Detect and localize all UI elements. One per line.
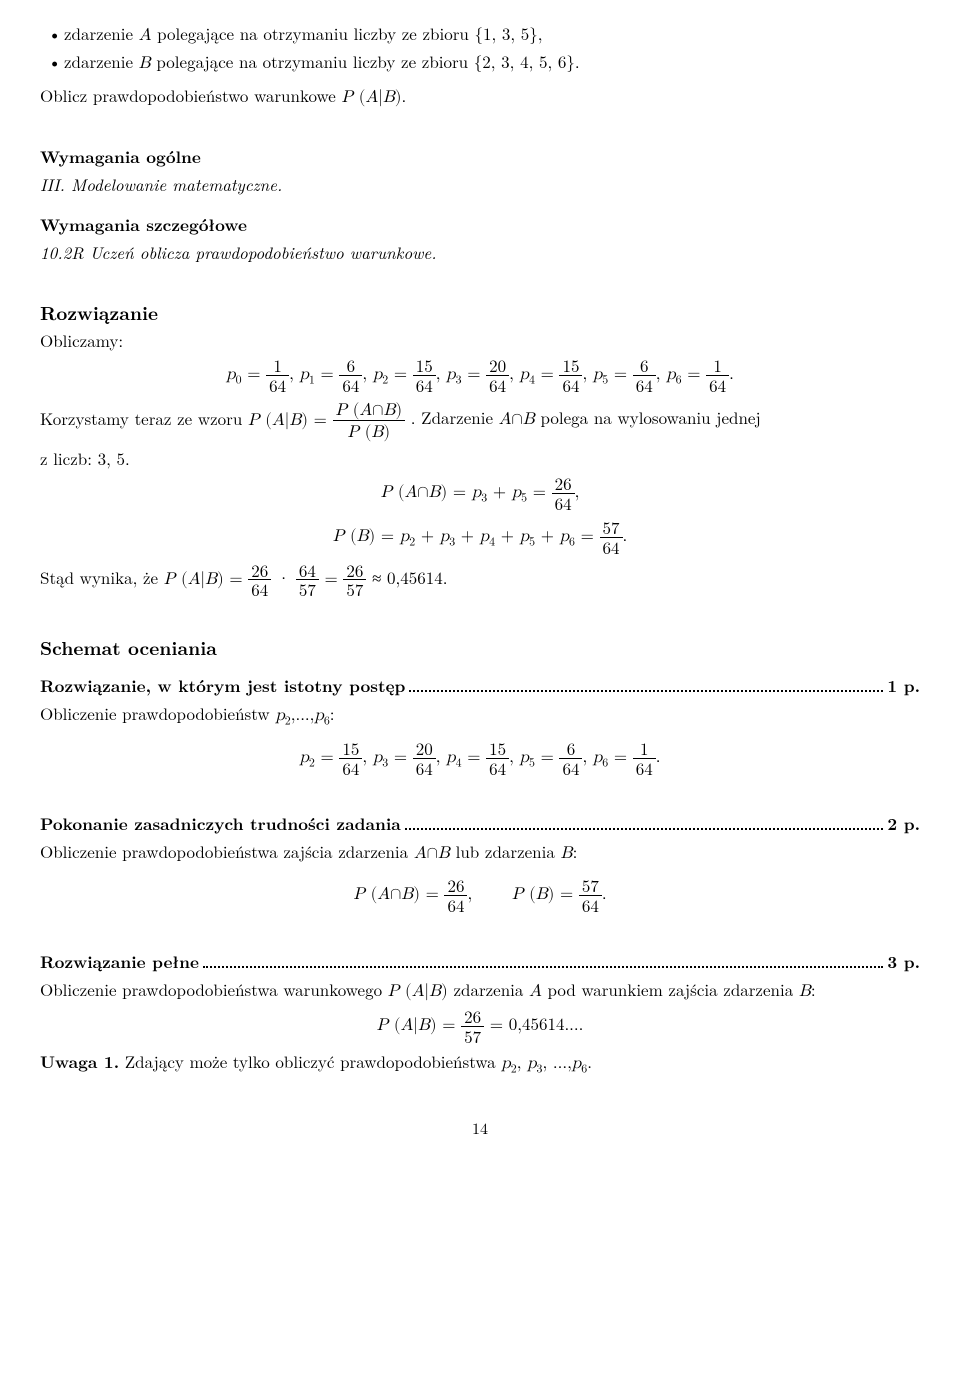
korzystamy-pre: Korzystamy teraz ze wzoru bbox=[40, 405, 248, 429]
step3-pts: 3 p. bbox=[887, 951, 920, 974]
instruction: Oblicz prawdopodobieństwo warunkowe P (A… bbox=[40, 84, 920, 110]
dots-icon bbox=[409, 690, 883, 692]
step1-header: Rozwiązanie, w którym jest istotny postę… bbox=[40, 675, 920, 698]
step1-desc: Obliczenie prawdopodobieństw p2,...,p6: bbox=[40, 702, 920, 729]
uwaga-bold: Uwaga 1. bbox=[40, 1050, 119, 1074]
dots-icon bbox=[203, 966, 884, 968]
zliczb: z liczb: 3, 5. bbox=[40, 447, 920, 470]
dots-icon bbox=[405, 828, 884, 830]
korzystamy-line: Korzystamy teraz ze wzoru P (A|B) = P (A… bbox=[40, 399, 920, 443]
bullet-a-text: zdarzenie A polegające na otrzymaniu lic… bbox=[64, 21, 543, 45]
bullet-list: zdarzenie A polegające na otrzymaniu lic… bbox=[40, 22, 920, 76]
step1-pts: 1 p. bbox=[887, 675, 920, 698]
req-general-title: Wymagania ogólne bbox=[40, 146, 920, 169]
p-values-row: p0 = 164, p1 = 664, p2 = 1564, p3 = 2064… bbox=[40, 356, 920, 394]
bullet-b: zdarzenie B polegające na otrzymaniu lic… bbox=[64, 50, 920, 76]
stad-line: Stąd wynika, że P (A|B) = 2664 · 6457 = … bbox=[40, 561, 920, 599]
pab-equation: P (A∩B) = p3 + p5 = 2664, bbox=[40, 474, 920, 512]
scheme-title: Schemat oceniania bbox=[40, 635, 920, 661]
step3-equation: P (A|B) = 2657 = 0,45614.... bbox=[40, 1007, 920, 1045]
solution-intro: Obliczamy: bbox=[40, 329, 920, 352]
step3-desc: Obliczenie prawdopodobieństwa warunkoweg… bbox=[40, 978, 920, 1004]
page-number: 14 bbox=[40, 1117, 920, 1139]
req-general-body: III. Modelowanie matematyczne. bbox=[40, 173, 920, 196]
step2-desc: Obliczenie prawdopodobieństwa zajścia zd… bbox=[40, 840, 920, 866]
bullet-b-text: zdarzenie B polegające na otrzymaniu lic… bbox=[64, 49, 580, 73]
step1-lead: Rozwiązanie, w którym jest istotny postę… bbox=[40, 675, 405, 698]
req-detail-body: 10.2R Uczeń oblicza prawdopodobieństwo w… bbox=[40, 241, 920, 264]
step2-header: Pokonanie zasadniczych trudności zadania… bbox=[40, 813, 920, 836]
step2-pts: 2 p. bbox=[887, 813, 920, 836]
step2-values: P (A∩B) = 2664, P (B) = 5764. bbox=[40, 876, 920, 914]
pb-equation: P (B) = p2 + p3 + p4 + p5 + p6 = 5764. bbox=[40, 518, 920, 556]
step1-values: p2 = 1564, p3 = 2064, p4 = 1564, p5 = 66… bbox=[40, 739, 920, 777]
stad-pre: Stąd wynika, że bbox=[40, 564, 164, 588]
step3-header: Rozwiązanie pełne 3 p. bbox=[40, 951, 920, 974]
step3-lead: Rozwiązanie pełne bbox=[40, 951, 199, 974]
req-detail-title: Wymagania szczegółowe bbox=[40, 214, 920, 237]
step2-lead: Pokonanie zasadniczych trudności zadania bbox=[40, 813, 401, 836]
solution-title: Rozwiązanie bbox=[40, 300, 920, 326]
bullet-a: zdarzenie A polegające na otrzymaniu lic… bbox=[64, 22, 920, 48]
uwaga-line: Uwaga 1. Zdający może tylko obliczyć pra… bbox=[40, 1050, 920, 1077]
